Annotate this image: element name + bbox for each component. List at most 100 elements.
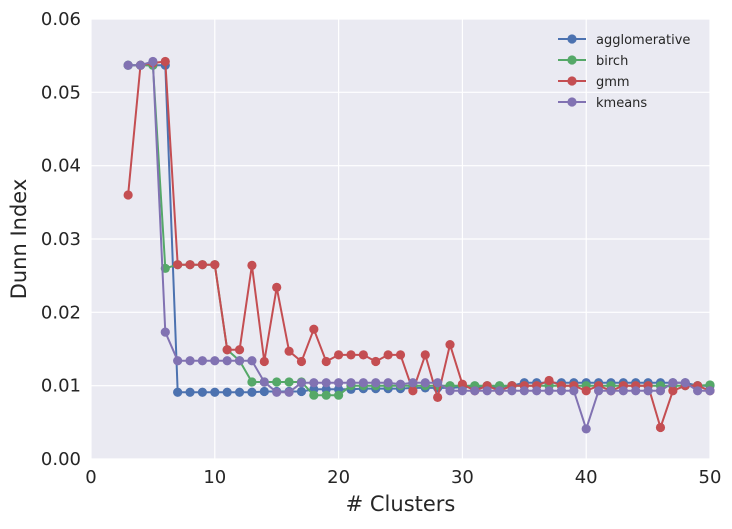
series-kmeans: [123, 56, 715, 434]
data-point-birch: [247, 377, 257, 387]
data-point-kmeans: [408, 378, 418, 388]
data-point-gmm: [321, 356, 331, 367]
data-point-kmeans: [123, 60, 133, 70]
data-point-gmm: [272, 282, 282, 292]
data-point-kmeans: [284, 387, 294, 397]
series-gmm: [123, 56, 715, 433]
data-point-kmeans: [631, 386, 641, 396]
data-point-gmm: [457, 379, 467, 389]
data-point-kmeans: [334, 378, 344, 388]
data-point-agglomerative: [197, 387, 208, 397]
data-point-gmm: [222, 345, 232, 355]
data-point-kmeans: [519, 386, 529, 396]
data-point-birch: [272, 377, 282, 387]
data-point-kmeans: [346, 378, 356, 388]
data-point-kmeans: [507, 386, 517, 396]
data-point-kmeans: [668, 378, 678, 388]
data-point-kmeans: [272, 387, 282, 397]
data-point-kmeans: [222, 356, 232, 366]
data-point-kmeans: [482, 386, 492, 396]
tick-labels: 0 10 20 30 40 50 0.00 0.01 0.02 0.03 0.04 0.05 0.06: [41, 9, 722, 488]
data-point-gmm: [383, 350, 393, 360]
data-point-kmeans: [309, 378, 319, 388]
legend-marker: [567, 76, 577, 86]
data-point-gmm: [309, 324, 319, 334]
data-point-gmm: [160, 56, 170, 67]
data-point-gmm: [544, 375, 554, 386]
data-point-kmeans: [160, 327, 170, 337]
legend: agglomerative birch gmm kmeans: [558, 33, 690, 111]
data-point-birch: [321, 390, 331, 400]
data-point-kmeans: [259, 377, 269, 387]
data-point-kmeans: [371, 378, 381, 388]
data-point-kmeans: [433, 378, 443, 388]
data-point-kmeans: [321, 378, 331, 388]
data-point-gmm: [668, 386, 678, 396]
legend-item-birch: birch: [558, 54, 628, 69]
y-tick-label: 0.01: [41, 376, 81, 397]
data-point-agglomerative: [247, 387, 257, 397]
data-point-kmeans: [494, 386, 505, 396]
data-point-kmeans: [606, 386, 616, 396]
data-point-gmm: [346, 350, 356, 360]
legend-marker: [567, 97, 577, 107]
y-tick-label: 0.00: [41, 449, 81, 470]
data-point-gmm: [259, 356, 269, 367]
x-tick-label: 50: [699, 467, 722, 488]
legend-item-gmm: gmm: [558, 75, 630, 90]
data-point-kmeans: [643, 386, 653, 396]
data-point-kmeans: [680, 378, 690, 388]
legend-item-kmeans: kmeans: [558, 96, 647, 111]
data-point-kmeans: [593, 386, 604, 396]
data-point-kmeans: [197, 356, 208, 366]
data-point-kmeans: [457, 386, 467, 396]
data-point-kmeans: [544, 386, 554, 396]
data-point-agglomerative: [259, 386, 269, 397]
data-point-kmeans: [569, 386, 579, 396]
data-point-kmeans: [247, 356, 257, 366]
x-tick-label: 20: [327, 467, 350, 488]
data-point-gmm: [395, 350, 406, 360]
data-point-gmm: [247, 260, 257, 270]
data-point-kmeans: [470, 386, 480, 396]
data-point-gmm: [358, 350, 368, 360]
series-layer: [123, 56, 715, 434]
data-point-gmm: [408, 386, 418, 396]
data-point-gmm: [234, 345, 245, 355]
data-point-kmeans: [185, 356, 195, 366]
data-point-gmm: [420, 350, 430, 360]
data-point-kmeans: [395, 379, 406, 389]
data-point-gmm: [433, 392, 443, 402]
legend-item-agglomerative: agglomerative: [558, 33, 690, 48]
data-point-kmeans: [420, 378, 430, 388]
data-point-gmm: [173, 260, 183, 270]
data-point-gmm: [296, 356, 307, 367]
data-point-birch: [334, 390, 344, 400]
data-point-kmeans: [148, 56, 158, 67]
legend-label: agglomerative: [596, 33, 690, 48]
x-axis-title: # Clusters: [346, 492, 456, 516]
legend-marker: [567, 34, 577, 44]
data-point-gmm: [284, 346, 294, 356]
data-point-kmeans: [556, 386, 567, 396]
data-point-birch: [284, 377, 294, 387]
y-tick-label: 0.05: [41, 82, 81, 103]
y-tick-label: 0.02: [41, 302, 81, 323]
data-point-kmeans: [445, 386, 455, 396]
data-point-gmm: [123, 190, 133, 200]
data-point-kmeans: [383, 378, 393, 388]
data-point-kmeans: [173, 356, 183, 366]
data-point-gmm: [210, 260, 220, 270]
legend-label: kmeans: [596, 96, 647, 111]
y-tick-label: 0.06: [41, 9, 81, 30]
data-point-gmm: [655, 422, 666, 433]
data-point-kmeans: [705, 386, 715, 396]
data-point-birch: [309, 390, 319, 400]
legend-label: birch: [596, 54, 628, 69]
data-point-kmeans: [618, 386, 628, 396]
data-point-kmeans: [358, 378, 368, 388]
data-point-gmm: [581, 386, 591, 396]
data-point-kmeans: [693, 386, 703, 396]
data-point-kmeans: [532, 386, 542, 396]
